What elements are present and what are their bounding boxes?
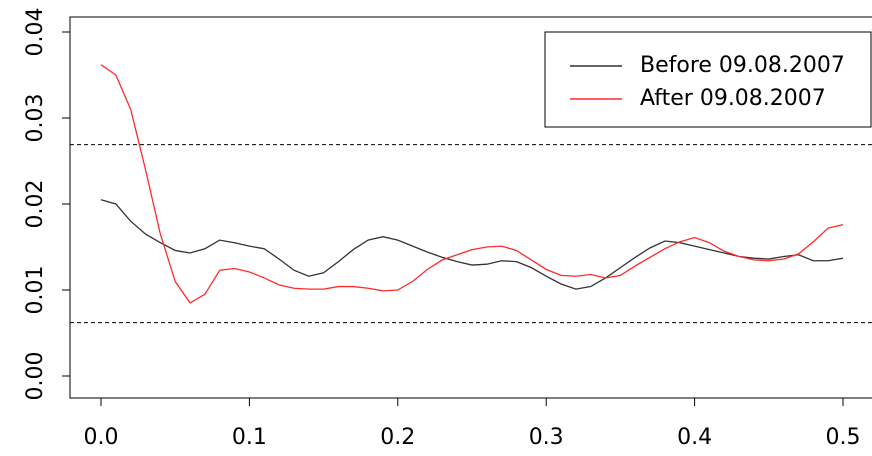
x-tick-label: 0.4 xyxy=(677,425,712,450)
y-tick-label: 0.04 xyxy=(23,8,48,57)
y-tick-label: 0.01 xyxy=(23,266,48,315)
legend-label: After 09.08.2007 xyxy=(640,86,826,111)
x-tick-label: 0.0 xyxy=(84,425,119,450)
y-tick-label: 0.02 xyxy=(23,180,48,229)
x-tick-label: 0.1 xyxy=(232,425,267,450)
series-line xyxy=(100,199,844,290)
series-line xyxy=(100,64,844,304)
x-tick-label: 0.5 xyxy=(826,425,861,450)
x-tick-label: 0.3 xyxy=(529,425,564,450)
y-tick-label: 0.03 xyxy=(23,94,48,143)
legend-box xyxy=(544,31,872,128)
legend-label: Before 09.08.2007 xyxy=(640,53,845,78)
x-tick-label: 0.2 xyxy=(380,425,415,450)
y-tick-label: 0.00 xyxy=(23,352,48,401)
